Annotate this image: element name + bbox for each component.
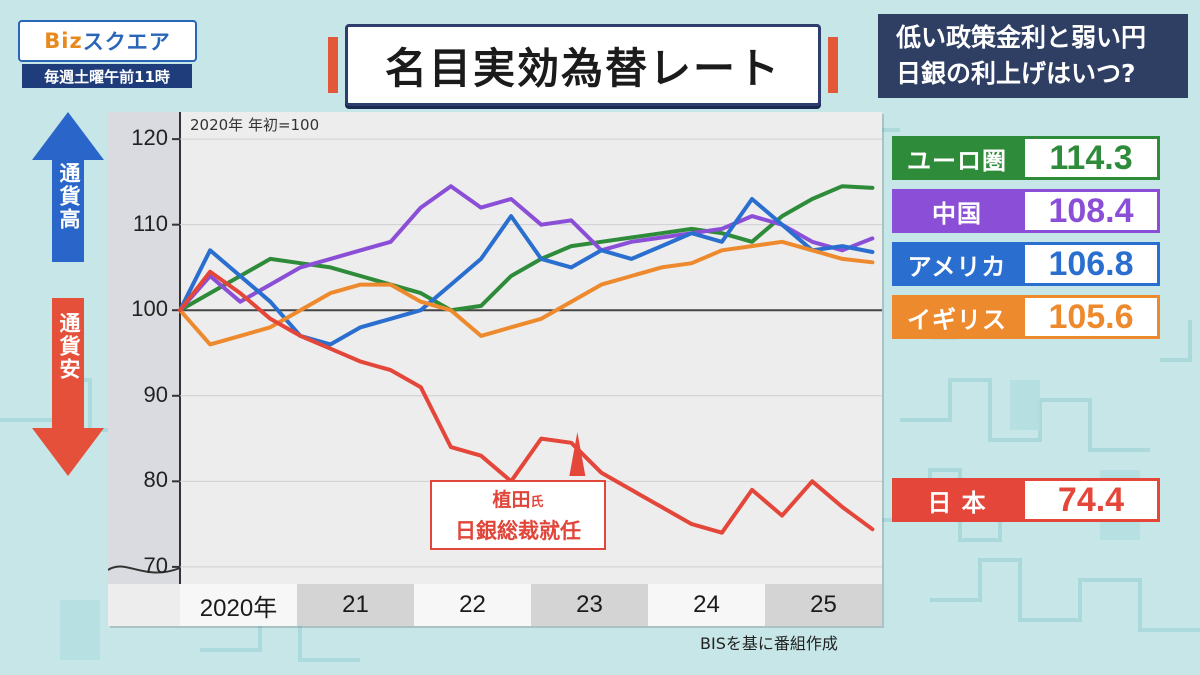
legend-label: 日 本 bbox=[892, 478, 1022, 522]
x-tick-label: 25 bbox=[765, 584, 882, 626]
annotation-honorific: 氏 bbox=[530, 494, 544, 510]
data-source-note: BISを基に番組作成 bbox=[700, 634, 838, 653]
legend-value: 106.8 bbox=[1022, 242, 1160, 286]
legend-value: 74.4 bbox=[1022, 478, 1160, 522]
x-tick-label: 22 bbox=[414, 584, 531, 626]
y-tick-label: 90 bbox=[143, 381, 168, 407]
series-line-アメリカ bbox=[178, 197, 875, 347]
legend-label: 中国 bbox=[892, 189, 1022, 233]
y-tick-label: 110 bbox=[132, 210, 168, 236]
x-tick-label: 21 bbox=[297, 584, 414, 626]
currency-direction-arrows: 通貨高 通貨安 bbox=[28, 112, 108, 486]
series-line-ユーロ圏 bbox=[178, 184, 875, 313]
legend-label: アメリカ bbox=[892, 242, 1022, 286]
series-line-中国 bbox=[178, 184, 875, 313]
legend-value: 108.4 bbox=[1022, 189, 1160, 233]
chart-title-text: 名目実効為替レート bbox=[384, 43, 781, 93]
line-chart bbox=[108, 112, 882, 584]
logo-biz-text: Biz bbox=[44, 29, 83, 53]
annotation-pointer bbox=[569, 432, 586, 476]
y-axis-strip bbox=[108, 112, 180, 584]
y-tick-label: 100 bbox=[131, 296, 168, 322]
y-tick-label: 70 bbox=[143, 552, 168, 578]
legend-label: ユーロ圏 bbox=[892, 136, 1022, 180]
legend-japan: 日 本 74.4 bbox=[892, 478, 1160, 522]
legend-china: 中国 108.4 bbox=[892, 189, 1160, 233]
legend-uk: イギリス 105.6 bbox=[892, 295, 1160, 339]
axis-break-mark bbox=[108, 565, 181, 574]
headline-line-2: 日銀の利上げはいつ? bbox=[896, 59, 1136, 88]
series-line-イギリス bbox=[178, 239, 875, 347]
arrow-down-icon bbox=[32, 298, 104, 476]
legend-eurozone: ユーロ圏 114.3 bbox=[892, 136, 1160, 180]
x-tick-label: 24 bbox=[648, 584, 765, 626]
headline-banner: 低い政策金利と弱い円 日銀の利上げはいつ? bbox=[878, 14, 1188, 98]
y-tick-label: 80 bbox=[143, 467, 168, 493]
program-logo: Biz スクエア bbox=[18, 20, 197, 62]
y-tick-label: 120 bbox=[131, 125, 168, 151]
arrow-up-icon bbox=[32, 112, 104, 262]
direction-arrows-graphic bbox=[32, 112, 104, 476]
series-line-日本 bbox=[178, 269, 875, 535]
legend-usa: アメリカ 106.8 bbox=[892, 242, 1160, 286]
broadcast-schedule: 毎週土曜午前11時 bbox=[22, 64, 192, 88]
index-base-note: 2020年 年初=100 bbox=[190, 116, 320, 134]
x-axis-tick-labels: 2020年 21 22 23 24 25 bbox=[180, 584, 882, 626]
annotation-event: 日銀総裁就任 bbox=[455, 518, 581, 543]
x-tick-label: 23 bbox=[531, 584, 648, 626]
x-tick-label: 2020年 bbox=[180, 584, 297, 626]
annotation-name: 植田 bbox=[492, 488, 531, 511]
currency-weak-label: 通貨安 bbox=[57, 312, 81, 381]
ueda-appointment-annotation: 植田氏 日銀総裁就任 bbox=[430, 480, 606, 550]
chart-title: 名目実効為替レート bbox=[328, 24, 838, 106]
chart-panel: 2020年 年初=100 70 80 90 100 110 120 2020年 21 22… bbox=[108, 112, 882, 626]
legend-label: イギリス bbox=[892, 295, 1022, 339]
currency-strong-label: 通貨高 bbox=[57, 162, 81, 231]
legend-value: 105.6 bbox=[1022, 295, 1160, 339]
legend-value: 114.3 bbox=[1022, 136, 1160, 180]
headline-line-1: 低い政策金利と弱い円 bbox=[896, 23, 1147, 52]
logo-square-text: スクエア bbox=[82, 30, 171, 54]
